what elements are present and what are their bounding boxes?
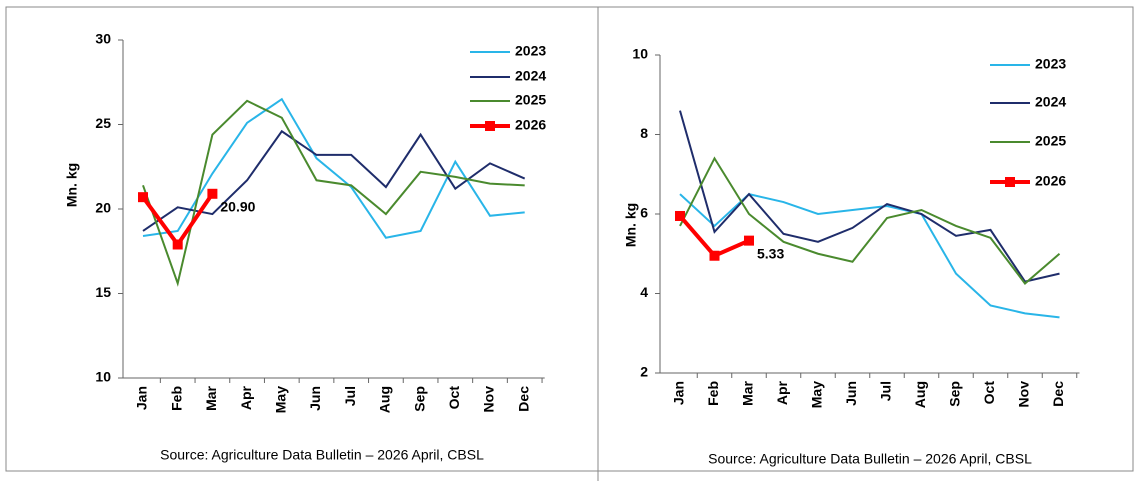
y-tick-label: 8 bbox=[640, 125, 648, 141]
series-line bbox=[142, 97, 525, 239]
data-label: 5.33 bbox=[757, 245, 784, 261]
y-tick-label: 15 bbox=[95, 284, 111, 300]
y-axis-label: Mn. kg bbox=[64, 163, 80, 207]
y-tick-label: 25 bbox=[95, 115, 111, 131]
series-line bbox=[679, 156, 1061, 286]
legend-marker bbox=[485, 121, 495, 131]
y-axis-label: Mn. kg bbox=[623, 203, 639, 247]
y-tick-label: 6 bbox=[640, 205, 648, 221]
marker bbox=[675, 210, 685, 221]
series-line bbox=[679, 110, 1060, 283]
x-tick-label: Mar bbox=[203, 385, 219, 410]
legend-label: 2025 bbox=[515, 92, 546, 108]
legend-label: 2026 bbox=[515, 117, 546, 133]
source: Source: Agriculture Data Bulletin – 2026… bbox=[160, 447, 484, 463]
marker bbox=[172, 239, 183, 250]
x-tick-label: Nov bbox=[1016, 381, 1032, 408]
x-tick-label: May bbox=[809, 381, 825, 408]
x-tick-label: Apr bbox=[238, 385, 254, 410]
frame bbox=[5, 6, 1134, 472]
series-line bbox=[142, 99, 525, 287]
y-tick-label: 30 bbox=[95, 31, 111, 47]
marker bbox=[709, 250, 720, 261]
legend-label: 2025 bbox=[1035, 133, 1066, 149]
legend-label: 2023 bbox=[515, 43, 546, 59]
x-tick-label: Jan bbox=[134, 386, 150, 410]
y-tick-label: 10 bbox=[632, 46, 648, 62]
x-tick-label: Mar bbox=[740, 380, 756, 405]
x-tick-label: Feb bbox=[705, 381, 721, 406]
x-tick-label: Apr bbox=[774, 380, 790, 405]
x-tick-label: Jul bbox=[878, 381, 894, 401]
x-tick-label: Jun bbox=[307, 386, 323, 411]
legend-label: 2024 bbox=[515, 68, 546, 84]
x-tick-label: Jul bbox=[342, 386, 358, 406]
x-tick-label: Nov bbox=[481, 386, 497, 413]
y-tick-label: 10 bbox=[95, 369, 111, 385]
source: Source: Agriculture Data Bulletin – 2026… bbox=[708, 451, 1032, 467]
x-tick-label: Sep bbox=[947, 381, 963, 407]
series-line bbox=[678, 214, 750, 259]
x-tick-label: Sep bbox=[411, 386, 427, 412]
x-tick-label: Oct bbox=[981, 381, 997, 405]
marker bbox=[138, 192, 148, 203]
legend-label: 2024 bbox=[1035, 94, 1066, 110]
x-tick-label: Dec bbox=[1050, 381, 1066, 407]
x-tick-label: Jun bbox=[843, 381, 859, 406]
y-tick-label: 4 bbox=[640, 284, 648, 300]
y-tick-label: 2 bbox=[640, 364, 648, 380]
legend-label: 2023 bbox=[1035, 56, 1066, 72]
x-tick-label: Oct bbox=[446, 386, 462, 410]
marker bbox=[744, 235, 754, 246]
x-tick-label: Dec bbox=[515, 386, 531, 412]
marker bbox=[207, 188, 218, 199]
x-tick-label: Aug bbox=[912, 381, 928, 408]
series-line bbox=[141, 192, 215, 248]
x-tick-label: Aug bbox=[377, 386, 393, 413]
y-tick-label: 20 bbox=[95, 200, 111, 216]
series-line bbox=[142, 129, 526, 232]
legend-label: 2026 bbox=[1035, 173, 1066, 189]
x-tick-label: May bbox=[273, 386, 289, 413]
x-tick-label: Feb bbox=[168, 386, 184, 411]
data-label: 20.90 bbox=[220, 198, 255, 214]
x-tick-label: Jan bbox=[671, 381, 687, 405]
series-line bbox=[679, 193, 1060, 319]
legend-marker bbox=[1005, 177, 1015, 187]
